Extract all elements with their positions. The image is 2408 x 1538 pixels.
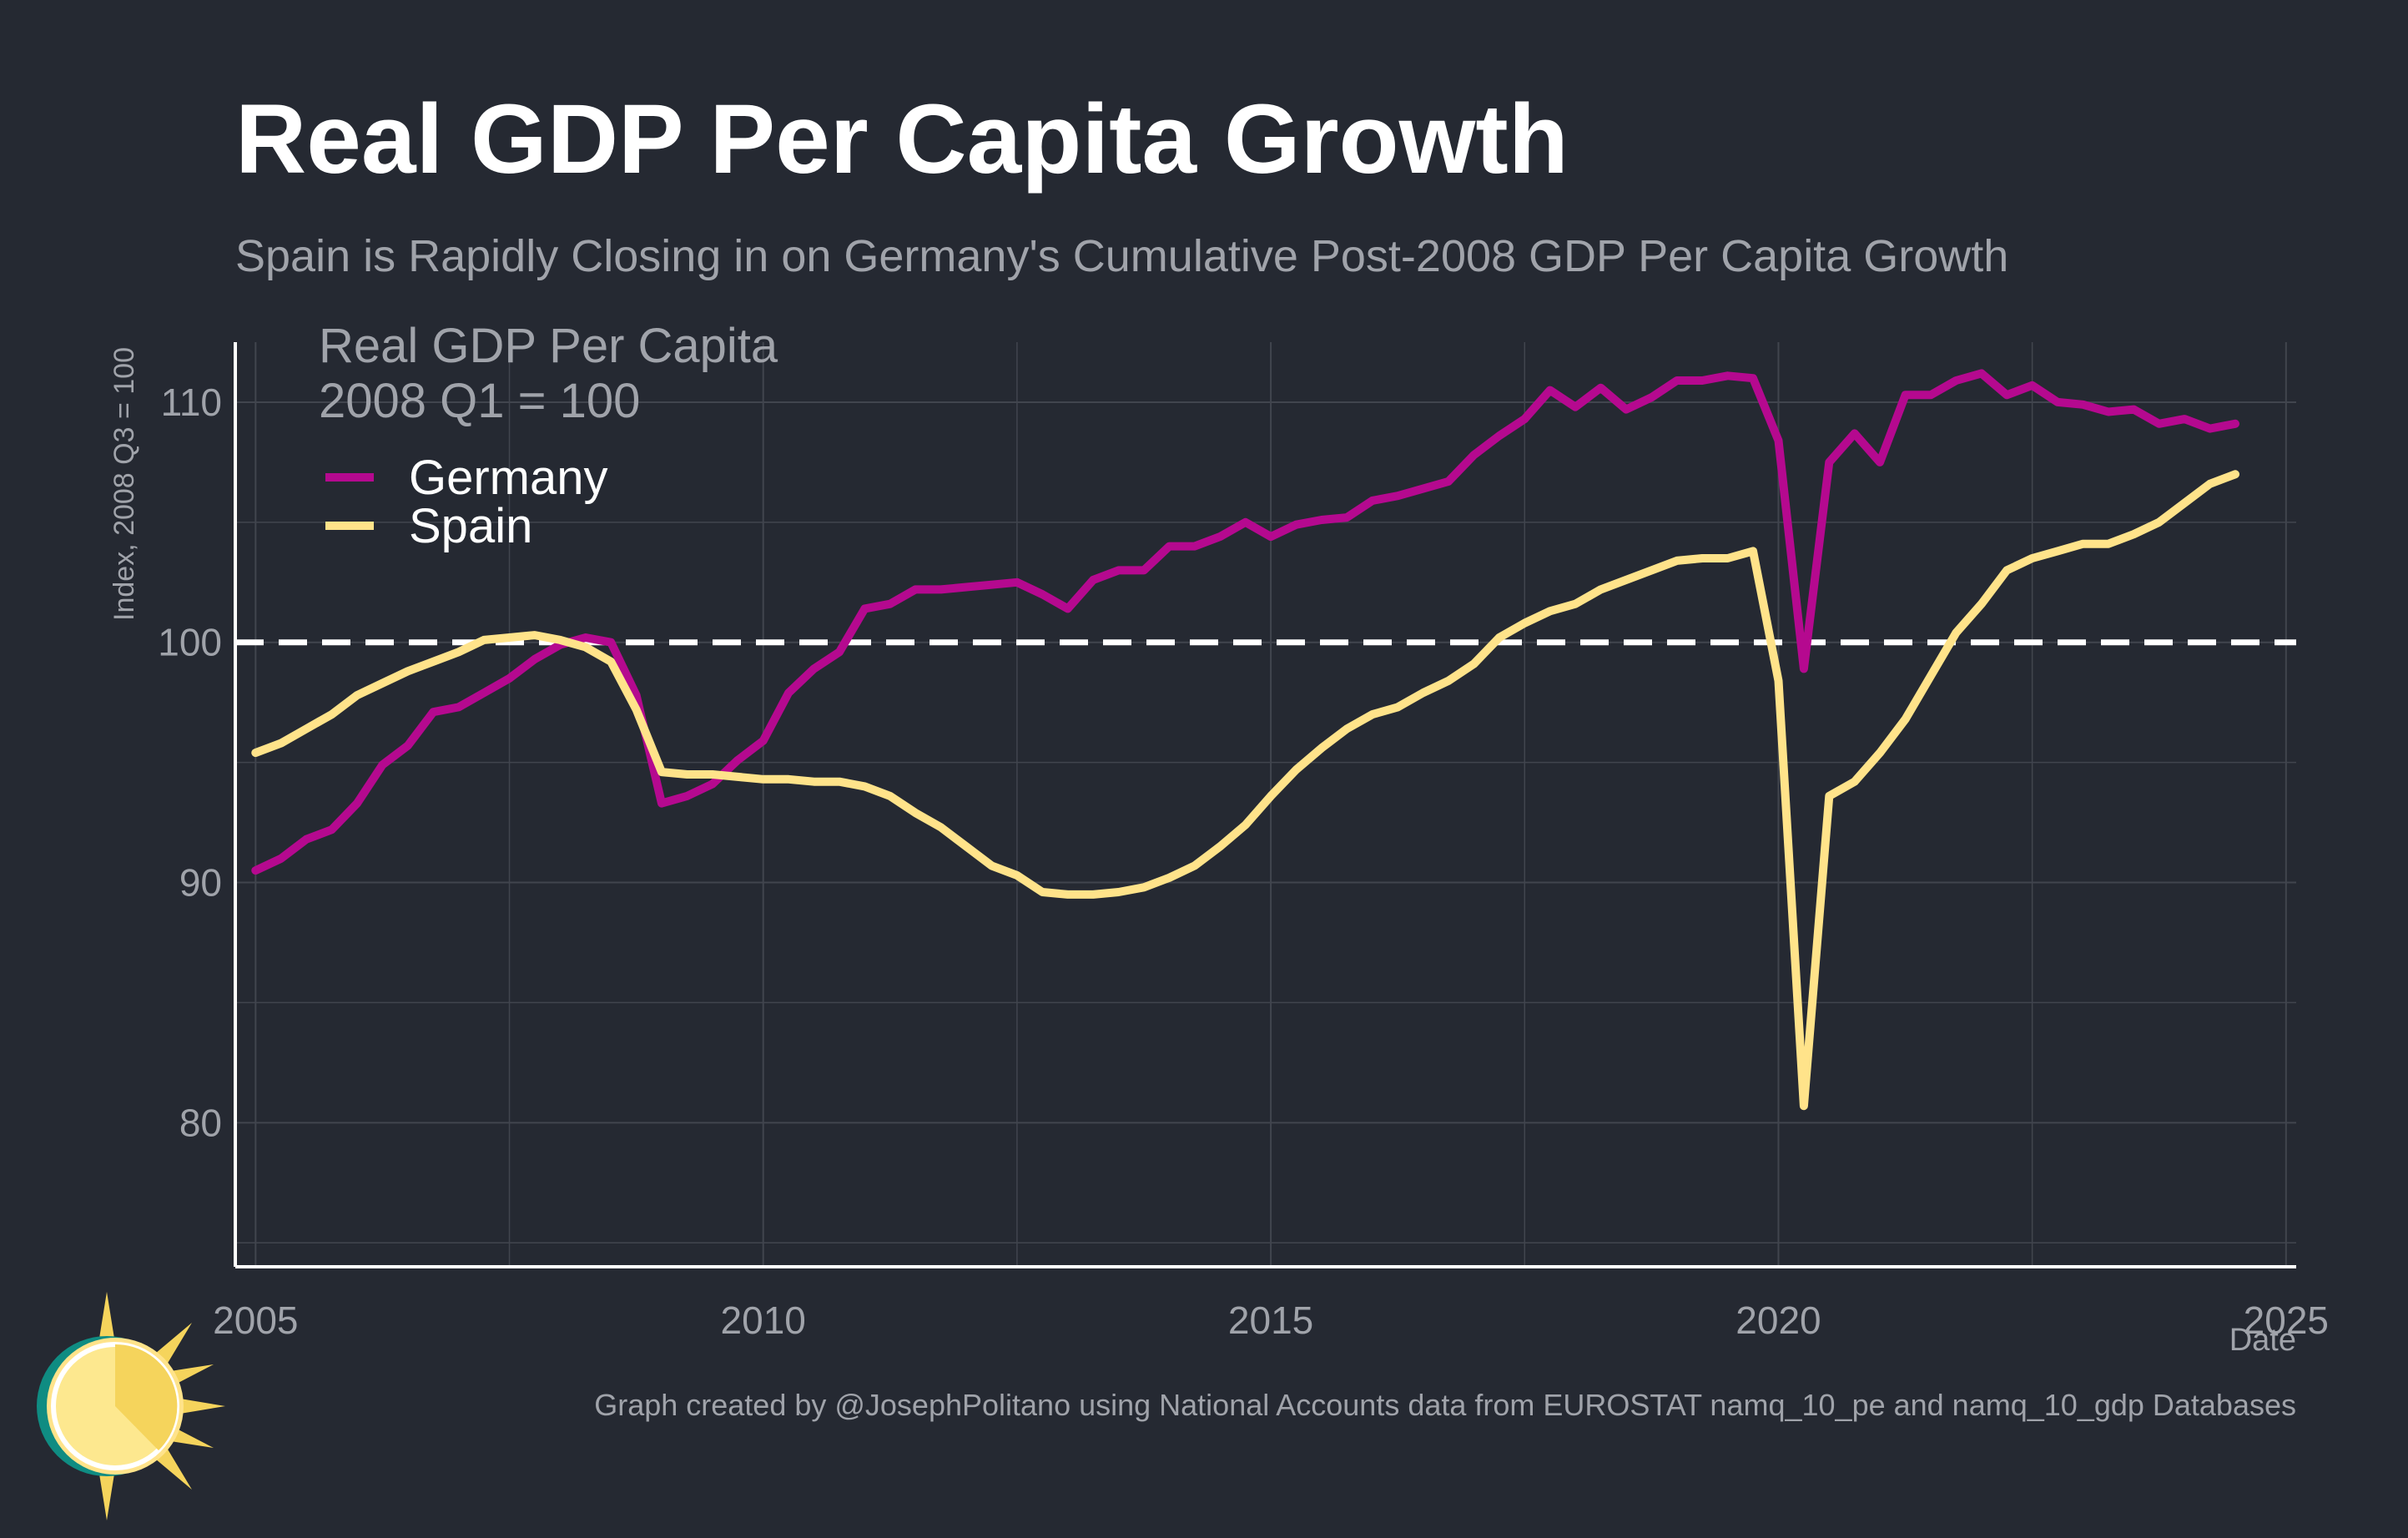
legend-label-spain: Spain — [409, 499, 532, 553]
x-tick-label: 2005 — [213, 1298, 298, 1342]
axes — [234, 342, 2296, 1268]
y-axis-label: Index, 2008 Q3 = 100 — [108, 347, 140, 621]
legend-title: 2008 Q1 = 100 — [319, 374, 640, 428]
series-line-spain — [251, 470, 2239, 1111]
sun-logo-icon — [37, 1292, 225, 1520]
y-tick-label: 100 — [158, 621, 222, 664]
x-tick-label: 2020 — [1735, 1298, 1821, 1342]
series-lines — [251, 369, 2239, 1111]
chart-subtitle: Spain is Rapidly Closing in on Germany's… — [235, 231, 2009, 281]
x-tick-label: 2010 — [721, 1298, 806, 1342]
y-tick-label: 110 — [161, 381, 222, 424]
x-tick-label: 2025 — [2244, 1298, 2329, 1342]
series-line-germany — [251, 369, 2239, 875]
grid-lines — [235, 342, 2296, 1267]
chart-title: Real GDP Per Capita Growth — [235, 84, 1569, 194]
y-tick-label: 90 — [179, 861, 222, 905]
x-tick-label: 2015 — [1228, 1298, 1313, 1342]
x-axis-label: Date — [2229, 1323, 2296, 1358]
y-tick-label: 80 — [179, 1101, 222, 1144]
legend-label-germany: Germany — [409, 451, 608, 505]
tick-labels: 2005 2010 2015 2020 2025 80 90 100 110 — [158, 381, 2329, 1342]
legend-title: Real GDP Per Capita — [319, 319, 778, 373]
source-caption: Graph created by @JosephPolitano using N… — [594, 1388, 2296, 1422]
